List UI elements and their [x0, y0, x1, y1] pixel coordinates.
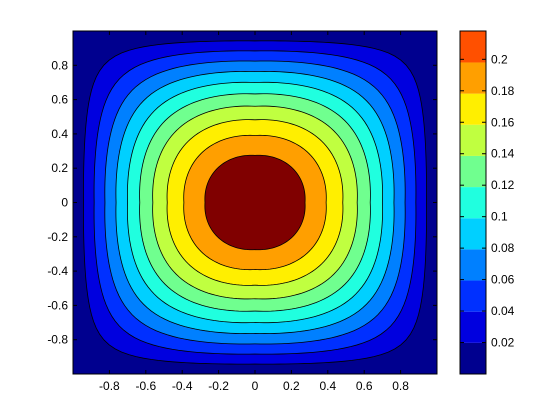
colorbar-band	[460, 218, 486, 250]
contour-plot	[73, 31, 437, 374]
y-tick-label: -0.8	[47, 333, 68, 347]
colorbar-band	[460, 280, 486, 312]
x-tick-label: 0.8	[392, 379, 409, 393]
colorbar-box	[459, 30, 487, 375]
contour-band-10	[204, 154, 306, 251]
x-tick-label: -0.4	[172, 379, 193, 393]
colorbar-tick-label: 0.2	[491, 52, 508, 66]
colorbar-tick-label: 0.08	[491, 241, 515, 255]
x-tick-label: 0.4	[319, 379, 336, 393]
colorbar-band	[460, 155, 486, 188]
colorbar-band	[460, 187, 486, 219]
y-tick-label: -0.6	[47, 298, 68, 312]
colorbar-tick-label: 0.14	[491, 147, 515, 161]
x-tick-label: -0.2	[208, 379, 229, 393]
y-tick-label: 0.6	[51, 93, 68, 107]
y-axis: 0.8 0.6 0.4 0.2 0 -0.2 -0.4 -0.6 -0.8	[47, 58, 437, 347]
x-tick-label: -0.6	[135, 379, 156, 393]
colorbar-band	[460, 249, 486, 281]
colorbar-tick-label: 0.06	[491, 273, 515, 287]
colorbar-tick-label: 0.16	[491, 115, 515, 129]
colorbar-axis: 0.02 0.04 0.06 0.08 0.1 0.12 0.14 0.16 0.18 0.2	[460, 52, 515, 350]
colorbar-tick-label: 0.1	[491, 210, 508, 224]
y-tick-label: 0.4	[51, 127, 68, 141]
colorbar-band	[460, 124, 486, 156]
y-tick-label: 0.2	[51, 161, 68, 175]
colorbar-band	[460, 311, 486, 343]
colorbar-tick-label: 0.18	[491, 84, 515, 98]
colorbar-band	[460, 31, 486, 63]
colorbar-tick-label: 0.02	[491, 336, 515, 350]
x-tick-label: 0.2	[283, 379, 300, 393]
colorbar-band	[460, 93, 486, 125]
colorbar-tick-label: 0.12	[491, 178, 515, 192]
y-tick-label: 0	[61, 196, 68, 210]
colorbar-band	[460, 62, 486, 94]
y-tick-label: -0.2	[47, 230, 68, 244]
y-tick-label: 0.8	[51, 58, 68, 72]
x-tick-label: -0.8	[99, 379, 120, 393]
x-axis: -0.8 -0.6 -0.4 -0.2 0 0.2 0.4 0.6 0.8	[99, 31, 409, 393]
x-tick-label: 0.6	[356, 379, 373, 393]
colorbar-tick-label: 0.04	[491, 304, 515, 318]
colorbar	[460, 31, 486, 374]
x-tick-label: 0	[252, 379, 259, 393]
colorbar-band	[460, 342, 486, 374]
y-tick-label: -0.4	[47, 264, 68, 278]
